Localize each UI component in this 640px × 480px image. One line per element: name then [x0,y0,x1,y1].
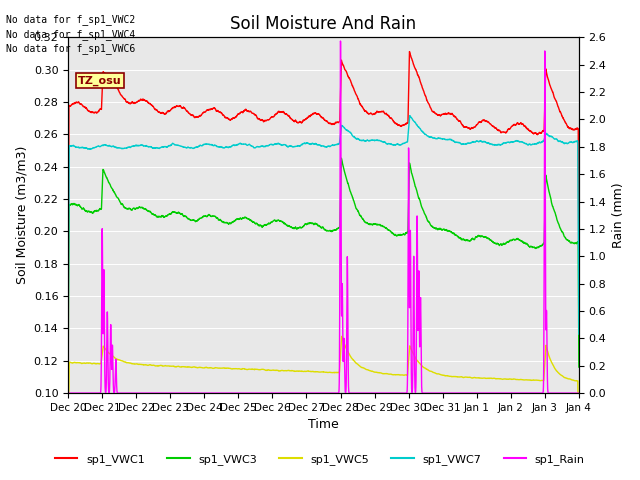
Y-axis label: Rain (mm): Rain (mm) [612,182,625,248]
Text: No data for f_sp1_VWC2: No data for f_sp1_VWC2 [6,14,136,25]
Text: No data for f_sp1_VWC6: No data for f_sp1_VWC6 [6,43,136,54]
Legend: sp1_VWC1, sp1_VWC3, sp1_VWC5, sp1_VWC7, sp1_Rain: sp1_VWC1, sp1_VWC3, sp1_VWC5, sp1_VWC7, … [51,450,589,469]
Text: TZ_osu: TZ_osu [78,75,122,86]
Text: No data for f_sp1_VWC4: No data for f_sp1_VWC4 [6,29,136,40]
X-axis label: Time: Time [308,419,339,432]
Y-axis label: Soil Moisture (m3/m3): Soil Moisture (m3/m3) [15,146,28,285]
Title: Soil Moisture And Rain: Soil Moisture And Rain [230,15,417,33]
